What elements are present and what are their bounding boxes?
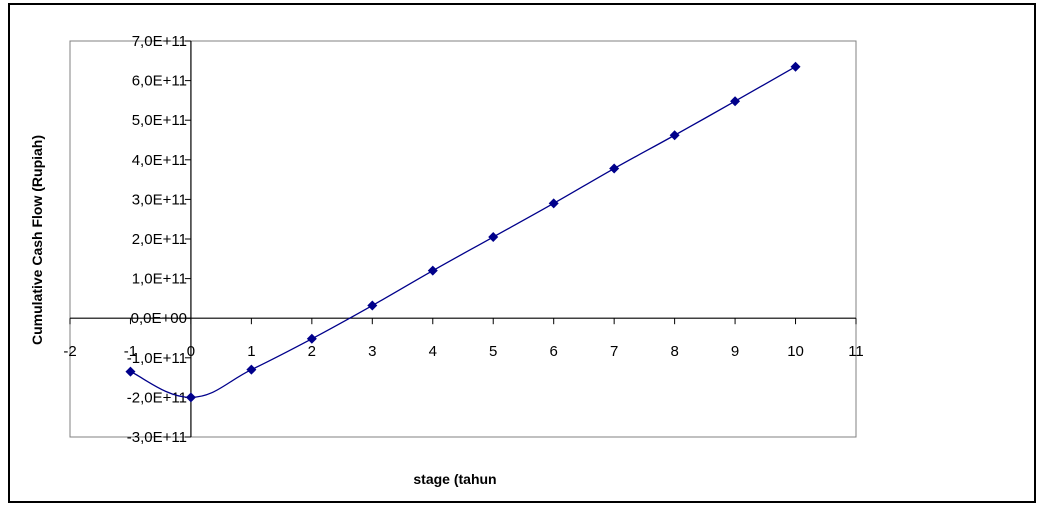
- y-tick-label: -1,0E+11: [127, 350, 187, 367]
- x-tick-label: 4: [429, 343, 437, 360]
- data-point-marker: [306, 333, 317, 344]
- y-axis-title: Cumulative Cash Flow (Rupiah): [29, 135, 45, 345]
- x-tick-label: -1: [124, 343, 137, 360]
- y-tick-label: 7,0E+11: [132, 33, 187, 50]
- data-point-marker: [790, 61, 801, 72]
- x-tick-label: 2: [308, 343, 316, 360]
- y-tick-label: 0,0E+00: [131, 310, 187, 327]
- x-axis-title: stage (tahun: [413, 471, 496, 487]
- data-point-marker: [185, 392, 196, 403]
- y-tick-label: 4,0E+11: [132, 152, 187, 169]
- y-tick-label: 3,0E+11: [132, 191, 187, 208]
- data-point-marker: [367, 300, 378, 311]
- x-tick-label: 0: [187, 343, 195, 360]
- data-point-marker: [548, 198, 559, 209]
- y-tick-label: -2,0E+11: [127, 389, 187, 406]
- y-tick-label: 6,0E+11: [132, 73, 187, 90]
- x-tick-label: 10: [787, 343, 804, 360]
- x-tick-label: 9: [731, 343, 739, 360]
- data-point-marker: [246, 364, 257, 375]
- x-tick-label: 6: [550, 343, 558, 360]
- x-tick-label: 1: [247, 343, 255, 360]
- x-tick-label: 5: [489, 343, 497, 360]
- series-line: [130, 66, 796, 399]
- data-point-marker: [488, 232, 499, 243]
- y-tick-label: 2,0E+11: [132, 231, 187, 248]
- x-tick-label: 3: [368, 343, 376, 360]
- data-point-marker: [125, 366, 136, 377]
- data-point-marker: [427, 265, 438, 276]
- data-point-marker: [609, 163, 620, 174]
- y-tick-label: 1,0E+11: [132, 271, 187, 288]
- x-tick-label: 11: [848, 343, 864, 360]
- x-tick-label: 8: [670, 343, 678, 360]
- x-tick-label: 7: [610, 343, 618, 360]
- x-tick-label: -2: [63, 343, 76, 360]
- y-tick-label: 5,0E+11: [132, 112, 187, 129]
- data-point-marker: [669, 130, 680, 141]
- data-point-marker: [730, 96, 741, 107]
- y-tick-label: -3,0E+11: [127, 429, 187, 446]
